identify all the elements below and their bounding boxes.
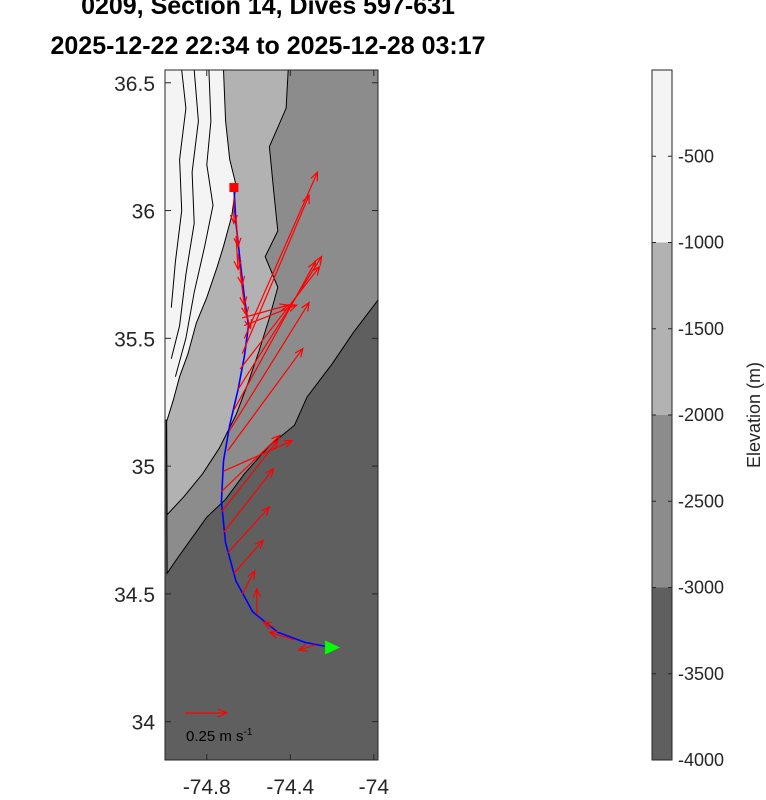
current-arrow <box>220 439 279 513</box>
current-arrow <box>229 301 310 431</box>
scale-label-exponent: -1 <box>244 727 253 738</box>
current-arrow <box>233 236 242 271</box>
current-arrow <box>252 587 261 615</box>
y-axis: 34 34.5 35 35.5 36 36.5 <box>114 73 378 735</box>
contour-line-0 <box>170 70 187 308</box>
current-arrow <box>233 539 265 574</box>
colorbar-band <box>652 587 672 760</box>
scale-arrow <box>185 708 229 718</box>
scale-label-prefix: 0.25 m s <box>186 728 244 745</box>
colorbar: -500-1000-1500-2000-2500-3000-3500-4000 … <box>651 69 764 770</box>
y-tick-label: 34 <box>132 712 156 735</box>
current-arrow <box>227 505 271 554</box>
current-arrows <box>220 170 323 652</box>
colorbar-tick-label: -2500 <box>678 491 724 511</box>
current-arrow <box>243 170 319 339</box>
map-frame <box>164 69 379 761</box>
x-tick-label: -74 <box>359 776 390 799</box>
x-tick-label: -74.8 <box>183 776 231 799</box>
shelf-region <box>165 70 237 421</box>
map-axes: -74.8 -74.4 -74 34 34.5 35 35.5 36 36.5 <box>114 69 389 799</box>
current-arrow <box>227 347 304 452</box>
current-arrow <box>261 621 274 630</box>
contour-line-1 <box>170 70 199 359</box>
y-tick-label: 35 <box>132 456 155 479</box>
start-marker <box>229 183 239 193</box>
current-arrow <box>241 193 310 354</box>
y-tick-label: 36 <box>132 201 155 224</box>
end-marker <box>325 640 341 655</box>
current-arrow <box>233 260 317 411</box>
colorbar-band <box>652 415 672 588</box>
colorbar-tick-label: -3500 <box>678 664 724 684</box>
colorbar-tick-label: -4000 <box>678 750 724 770</box>
colorbar-tick-label: -2000 <box>678 405 724 425</box>
current-arrow <box>233 215 242 248</box>
colorbar-tick-label: -1000 <box>678 233 724 253</box>
x-axis: -74.8 -74.4 -74 <box>183 70 389 799</box>
current-arrow <box>222 467 275 533</box>
contour-line-2 <box>174 70 214 377</box>
colorbar-label: Elevation (m) <box>744 362 764 468</box>
y-tick-label: 34.5 <box>114 584 155 607</box>
colorbar-band <box>652 242 672 415</box>
colorbar-tick-label: -500 <box>678 146 714 166</box>
bathymetry-contours <box>170 70 214 377</box>
title-line-1: 0209, Section 14, Dives 597-631 <box>81 0 455 20</box>
y-tick-label: 35.5 <box>114 328 155 351</box>
y-tick-label: 36.5 <box>114 73 155 96</box>
current-arrow <box>297 643 316 652</box>
colorbar-band <box>652 70 672 243</box>
current-arrow <box>237 255 323 390</box>
colorbar-tick-label: -1500 <box>678 319 724 339</box>
scale-label: 0.25 m s-1 <box>186 727 253 745</box>
x-tick-label: -74.4 <box>266 776 314 799</box>
current-arrow <box>241 569 256 595</box>
colorbar-tick-label: -3000 <box>678 578 724 598</box>
title-line-2: 2025-12-22 22:34 to 2025-12-28 03:17 <box>50 32 485 60</box>
current-arrow <box>267 630 295 641</box>
